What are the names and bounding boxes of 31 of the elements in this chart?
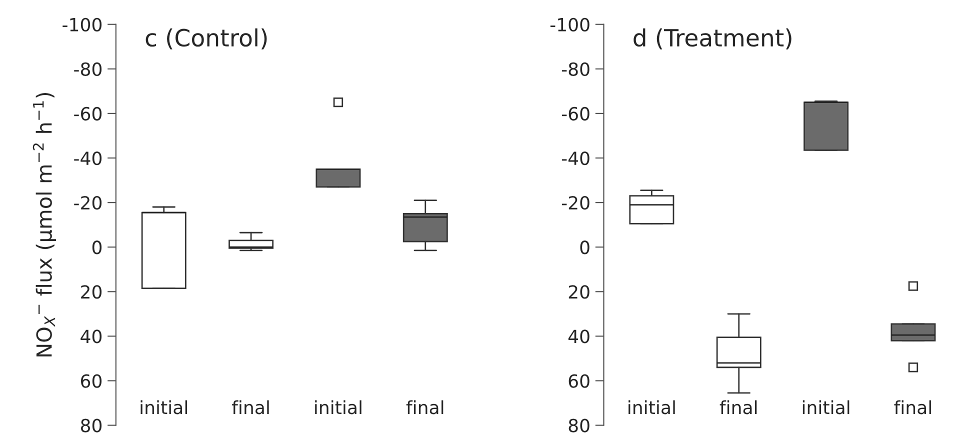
y-tick-label: -40 [562,151,590,166]
y-tick-label: 60 [81,374,102,388]
y-tick-label: 20 [568,285,590,299]
y-tick-label: 80 [568,418,590,432]
x-tick-label: final [406,400,444,414]
x-tick-label: initial [628,400,675,414]
y-tick-label: 20 [81,285,102,299]
y-tick-label: 40 [568,330,590,344]
y-tick-label: -100 [62,18,102,32]
x-tick-label: initial [140,400,187,414]
y-tick-label: -20 [74,196,102,210]
y-tick-label: -40 [74,151,102,166]
y-tick-label: -20 [562,196,590,210]
x-tick-label: final [720,400,757,414]
chart-title: c (Control) [146,28,267,50]
chart-title: d (Treatment) [634,28,792,50]
y-axis-title: NO$_{X}$$^{−}$ flux (µmol m$^{−2}$ h$^{−1}$) [32,93,56,356]
y-tick-label: 0 [92,240,102,254]
y-tick-label: 80 [80,418,102,432]
y-tick-label: 40 [80,330,102,344]
y-tick-label: -80 [562,62,590,76]
x-tick-label: initial [802,400,850,414]
x-tick-label: final [232,400,269,414]
x-tick-label: initial [315,400,362,414]
y-tick-label: 0 [580,240,590,254]
y-tick-label: -60 [74,106,102,121]
y-tick-label: -80 [74,62,102,76]
y-tick-label: 60 [568,374,590,388]
y-tick-label: -60 [562,106,590,121]
x-tick-label: final [894,400,931,414]
y-tick-label: -100 [550,18,590,32]
